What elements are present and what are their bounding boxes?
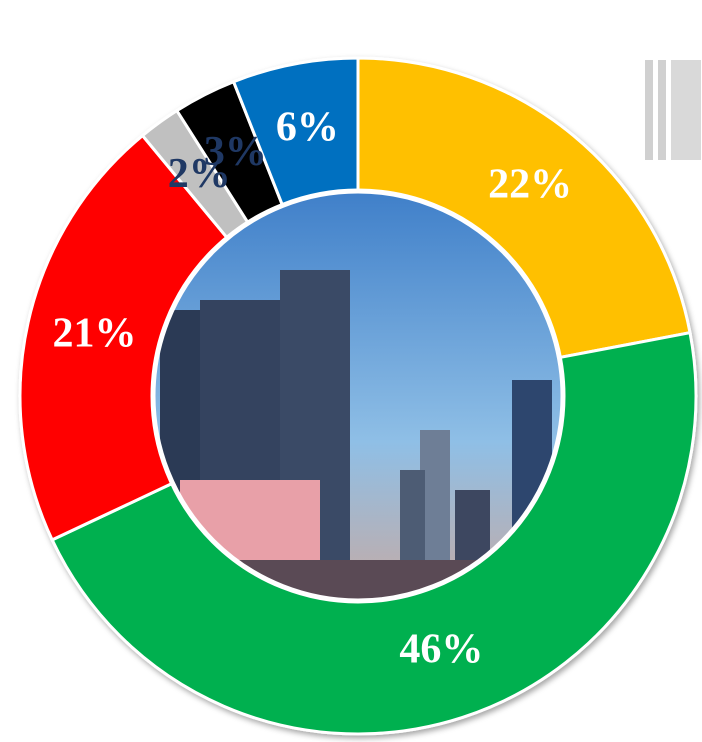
center-photo — [153, 191, 563, 601]
data-label: 3% — [204, 129, 267, 175]
data-label: 21% — [53, 311, 137, 357]
data-label: 22% — [488, 162, 572, 208]
data-label: 6% — [276, 104, 339, 150]
hole-border — [150, 188, 566, 604]
donut — [18, 56, 698, 736]
data-label: 2% — [168, 151, 231, 197]
data-label: 46% — [399, 626, 483, 672]
decor-bars — [645, 60, 701, 160]
